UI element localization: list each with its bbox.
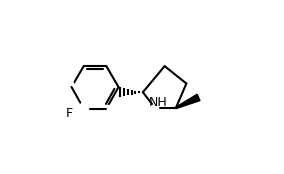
Polygon shape: [176, 94, 200, 109]
Text: F: F: [65, 108, 72, 120]
Text: NH: NH: [149, 96, 168, 109]
